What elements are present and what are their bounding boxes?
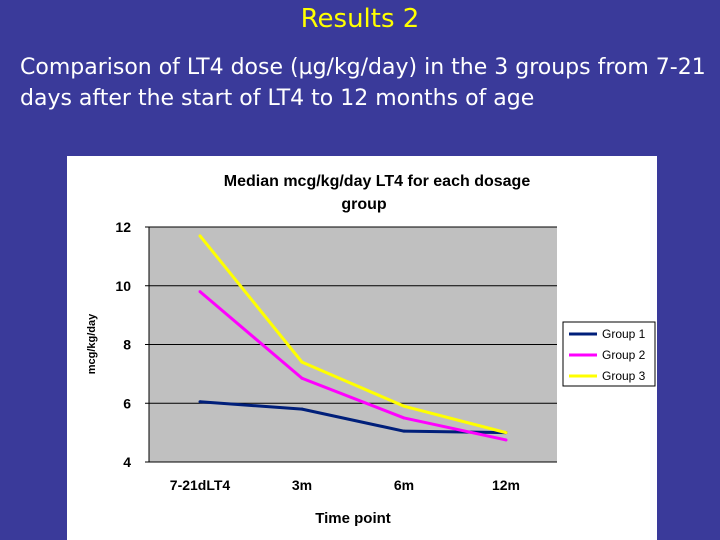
legend-label: Group 3	[602, 369, 646, 383]
y-axis-label: mcg/kg/day	[86, 313, 98, 374]
x-axis-ticks: 7-21dLT4 3m 6m 12m	[170, 477, 520, 493]
x-axis-label: Time point	[315, 510, 391, 527]
x-tick-label: 6m	[394, 477, 414, 493]
legend-label: Group 1	[602, 327, 646, 341]
series-line-group-1	[199, 400, 507, 435]
series-line-group-3	[198, 234, 507, 435]
data-point-group-2	[402, 416, 406, 420]
chart-title-line-2: group	[341, 196, 387, 213]
data-point-group-2	[300, 376, 304, 380]
y-tick-label: 10	[115, 278, 131, 294]
legend: Group 1 Group 2 Group 3	[562, 321, 656, 387]
series-line-group-2	[199, 290, 507, 442]
data-point-group-1	[300, 407, 304, 411]
y-tick-label: 8	[123, 337, 131, 353]
legend-label: Group 2	[602, 348, 646, 362]
data-point-group-2	[504, 438, 508, 442]
data-point-group-3	[300, 360, 304, 364]
x-tick-label: 12m	[492, 477, 520, 493]
data-point-group-2	[198, 290, 202, 294]
series-lines	[198, 234, 508, 442]
data-point-group-3	[504, 431, 508, 435]
data-point-group-3	[198, 234, 202, 238]
slide-subtitle: Comparison of LT4 dose (µg/kg/day) in th…	[20, 55, 706, 111]
chart-container: Median mcg/kg/day LT4 for each dosage gr…	[67, 156, 657, 540]
data-point-group-1	[402, 429, 406, 433]
slide-title: Results 2	[300, 4, 420, 34]
line-chart: Median mcg/kg/day LT4 for each dosage gr…	[86, 173, 656, 527]
chart-title-line-1: Median mcg/kg/day LT4 for each dosage	[224, 173, 531, 190]
x-tick-label: 3m	[292, 477, 312, 493]
y-tick-label: 12	[115, 219, 131, 235]
y-tick-label: 4	[123, 454, 131, 470]
y-axis-ticks: 4 6 8 10 12	[115, 219, 149, 470]
y-tick-label: 6	[123, 395, 131, 411]
data-point-group-1	[198, 400, 202, 404]
data-point-group-3	[402, 404, 406, 408]
x-tick-label: 7-21dLT4	[170, 477, 231, 493]
